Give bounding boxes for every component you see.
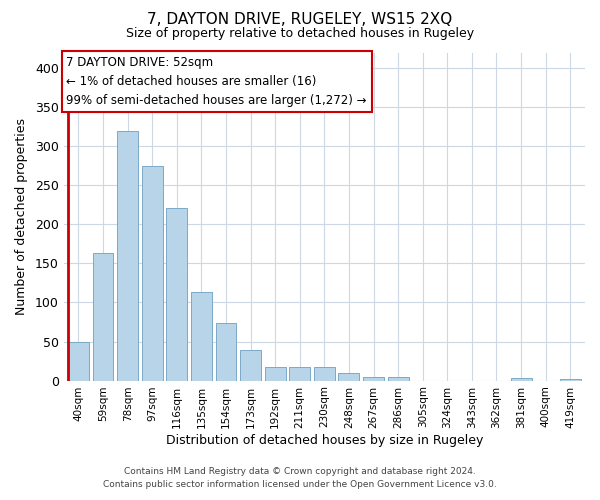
Bar xyxy=(511,378,532,380)
Bar xyxy=(191,292,212,380)
Bar xyxy=(117,132,138,380)
Bar xyxy=(142,166,163,380)
X-axis label: Distribution of detached houses by size in Rugeley: Distribution of detached houses by size … xyxy=(166,434,483,448)
Text: 7, DAYTON DRIVE, RUGELEY, WS15 2XQ: 7, DAYTON DRIVE, RUGELEY, WS15 2XQ xyxy=(148,12,452,28)
Bar xyxy=(560,379,581,380)
Bar xyxy=(265,366,286,380)
Bar xyxy=(68,342,89,380)
Bar xyxy=(388,378,409,380)
Bar xyxy=(240,350,261,380)
Text: Contains HM Land Registry data © Crown copyright and database right 2024.
Contai: Contains HM Land Registry data © Crown c… xyxy=(103,468,497,489)
Bar xyxy=(92,253,113,380)
Text: Size of property relative to detached houses in Rugeley: Size of property relative to detached ho… xyxy=(126,28,474,40)
Bar xyxy=(289,366,310,380)
Bar xyxy=(215,323,236,380)
Bar xyxy=(166,208,187,380)
Bar xyxy=(338,373,359,380)
Y-axis label: Number of detached properties: Number of detached properties xyxy=(15,118,28,315)
Text: 7 DAYTON DRIVE: 52sqm
← 1% of detached houses are smaller (16)
99% of semi-detac: 7 DAYTON DRIVE: 52sqm ← 1% of detached h… xyxy=(66,56,367,107)
Bar xyxy=(363,376,384,380)
Bar xyxy=(314,368,335,380)
